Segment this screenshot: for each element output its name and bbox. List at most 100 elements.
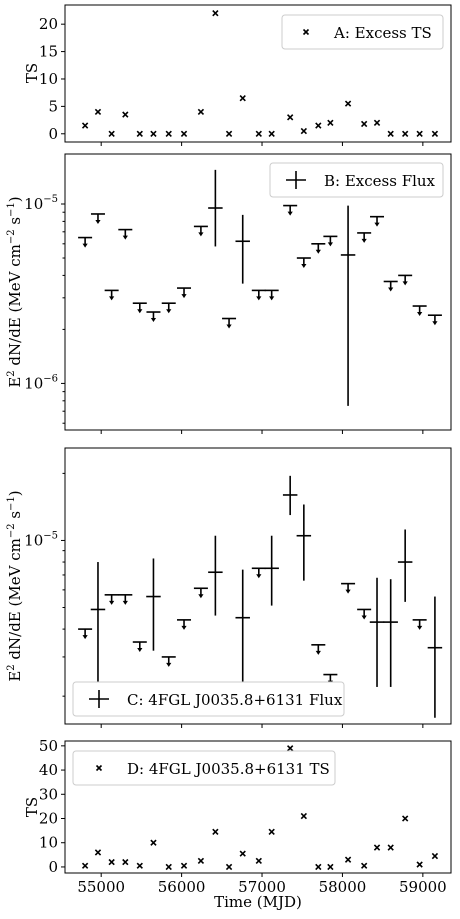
panel-a-point <box>416 130 423 137</box>
panel-a-legend-marker <box>302 28 310 36</box>
panel-c-upper-limit <box>177 619 192 630</box>
panel-b-upper-limit <box>222 317 237 329</box>
panel-d-point <box>268 828 275 835</box>
panel-b-upper-limit <box>283 204 298 216</box>
panel-c-ylabel-exp1: 2 <box>6 664 17 670</box>
panel-c-upper-limit <box>311 644 326 655</box>
panel-d-frame <box>64 740 452 874</box>
panel-d-point <box>255 857 262 865</box>
panel-d-point <box>212 828 219 835</box>
panel-b-upper-limit <box>90 213 105 224</box>
panel-c-ylabel-end: ) <box>6 490 24 496</box>
panel-c-flux-point <box>282 475 298 516</box>
panel-c-frame <box>64 447 452 725</box>
panel-b-ytick-base: 10 <box>24 374 43 392</box>
panel-a-ylabel: TS <box>23 63 41 83</box>
panel-b-ylabel-end: ) <box>6 196 24 202</box>
panel-d-point <box>327 863 334 871</box>
panel-c-upper-limit <box>412 619 427 630</box>
panel-c-ylabel-middle: dN/dE (MeV cm <box>6 538 24 664</box>
panel-c-flux-point <box>427 596 443 718</box>
panel-d-xtick-label: 59000 <box>399 878 447 896</box>
panel-c-flux-point <box>208 535 223 616</box>
panel-d-ylabel: TS <box>23 797 41 817</box>
panel-a-point <box>287 114 294 121</box>
panel-b-upper-limit <box>118 228 133 240</box>
panel-d-point <box>150 839 157 846</box>
panel-b-upper-limit <box>296 257 311 269</box>
panel-d: TS Time (MJD) D: 4FGL J0035.8+6131 TS 55… <box>23 737 452 911</box>
panel-a-legend-text: A: Excess TS <box>333 24 432 42</box>
panel-a-point <box>212 10 219 17</box>
panel-d-point <box>197 857 205 865</box>
panel-d-point <box>165 863 172 871</box>
panel-c-ytick-base: 10 <box>24 531 43 549</box>
panel-d-point <box>225 863 233 871</box>
panel-c-ytick-label: 10−5 <box>24 530 58 549</box>
panel-a-point <box>94 108 102 116</box>
panel-b-ytick-exp: −6 <box>43 373 58 384</box>
panel-c-upper-limit <box>161 656 176 667</box>
panel-b-upper-limit <box>357 232 372 243</box>
panel-b-flux-point <box>208 169 223 247</box>
panel-d-point <box>136 862 143 869</box>
panel-a-point <box>300 127 308 135</box>
panel-b-upper-limit <box>323 235 338 247</box>
panel-d-ytick-label: 20 <box>39 810 58 828</box>
panel-c-upper-limit <box>341 582 356 594</box>
panel-c-flux-point <box>296 504 312 581</box>
panel-d-point <box>344 856 352 863</box>
panel-d-point <box>108 858 115 866</box>
panel-b-legend-marker <box>286 171 306 189</box>
panel-b-ylabel-exp2: −2 <box>6 229 17 244</box>
panel-c-upper-limit <box>357 608 372 620</box>
panel-c-ylabel-exp2: −2 <box>6 523 17 538</box>
panel-a-point <box>197 108 205 116</box>
panel-b-upper-limit <box>427 314 442 326</box>
panel-b-flux-point <box>340 205 356 406</box>
panel-a-point <box>150 130 157 137</box>
panel-b-upper-limit <box>104 289 119 301</box>
panel-b-upper-limit <box>177 287 192 299</box>
panel-a-point <box>180 130 188 137</box>
panel-b-upper-limit <box>251 289 266 301</box>
panel-b-upper-limit <box>78 236 93 248</box>
panel-a-point <box>360 120 368 128</box>
panel-c-ylabel-gap: s <box>6 511 24 523</box>
panel-d-point <box>239 850 246 857</box>
panel-d-point <box>360 862 368 869</box>
panel-a-point <box>387 130 394 137</box>
panel-c-ytick-exp: −5 <box>43 530 58 541</box>
panel-b-flux-point <box>235 214 250 284</box>
panel-b-upper-limit <box>161 302 176 314</box>
panel-d-xtick-label: 57000 <box>238 878 286 896</box>
panel-b-upper-limit <box>398 274 413 286</box>
panel-d-legend-box <box>72 750 336 786</box>
panel-c-marks <box>78 475 443 718</box>
panel-d-ytick-label: 10 <box>39 834 58 852</box>
panel-c-upper-limit <box>78 628 93 640</box>
panel-b: E2 dN/dE (MeV cm−2 s−1) B: Excess Flux 1… <box>6 153 452 434</box>
panel-b-marks <box>78 169 442 406</box>
panel-a-point <box>108 130 115 137</box>
panel-b-ylabel: E2 dN/dE (MeV cm−2 s−1) <box>6 196 24 387</box>
panel-b-upper-limit <box>193 225 208 237</box>
panel-c-flux-point <box>383 579 398 687</box>
panel-c-legend-box <box>72 681 345 717</box>
panel-c-upper-limit <box>251 567 266 579</box>
panel-c-upper-limit <box>193 587 208 599</box>
panel-b-upper-limit <box>311 243 326 254</box>
panel-d-xlabel: Time (MJD) <box>214 893 302 911</box>
panel-d-point <box>431 852 439 860</box>
panel-c-legend-text: C: 4FGL J0035.8+6131 Flux <box>127 691 343 709</box>
panel-b-ytick-exp: −5 <box>43 194 58 205</box>
panel-c-ylabel-base: E <box>6 671 24 682</box>
panel-a-point <box>344 100 352 107</box>
panel-b-ylabel-exp3: −1 <box>6 202 17 217</box>
panel-a-point <box>268 130 275 137</box>
panel-a-point <box>136 130 143 137</box>
panel-c-flux-point <box>264 535 279 606</box>
panel-c-flux-point <box>90 562 106 687</box>
panel-b-ytick-label: 10−6 <box>24 373 58 392</box>
